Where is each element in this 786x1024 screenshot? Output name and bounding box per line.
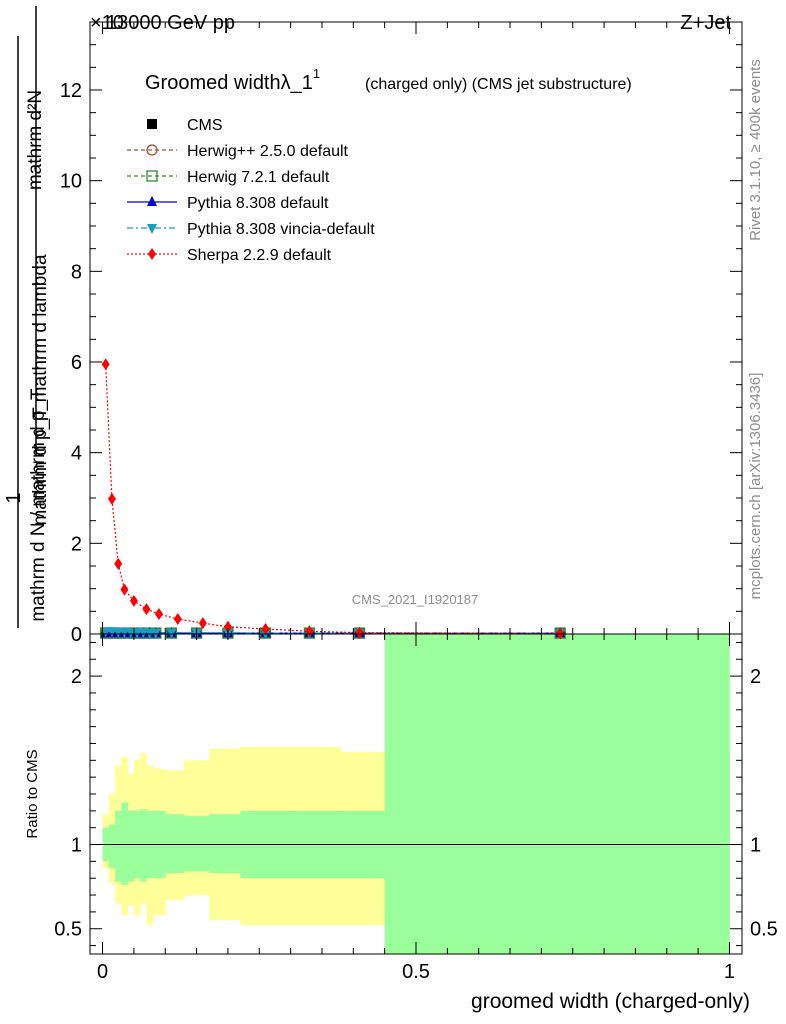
y-tick-label: 8 [71, 261, 82, 283]
ratio-y-tick-label: 1 [71, 835, 82, 857]
y-label-line-3: 1 [3, 492, 25, 503]
ratio-y-tick-label: 0.5 [54, 919, 82, 941]
analysis-watermark: CMS_2021_I1920187 [352, 592, 479, 607]
data-point-s5 [114, 557, 123, 570]
stat-band-bin [384, 634, 730, 954]
data-point-s5 [223, 620, 232, 633]
plot-title: Groomed widthλ_11 [145, 66, 320, 94]
plot-subtitle: (charged only) (CMS jet substructure) [365, 76, 632, 93]
ratio-axis-ticks: 0.5 0.5 1 1 2 2 0 0.5 1 [54, 634, 778, 983]
legend-marker [147, 196, 157, 206]
y-label-line-2: mathrm d p_T mathrm d lambda [30, 254, 51, 525]
data-point-s5 [198, 617, 207, 630]
data-point-s5 [142, 603, 151, 616]
legend-label: Pythia 8.308 vincia-default [187, 221, 375, 238]
stat-band-bin [121, 802, 129, 885]
dataset-label: Z+Jet [680, 12, 731, 34]
data-point-s5 [120, 583, 129, 596]
stat-band-bin [108, 824, 116, 869]
y-tick-label: 10 [60, 171, 82, 193]
process-label: 13000 GeV pp [106, 12, 235, 34]
mcplots-label: mcplots.cern.ch [arXiv:1306.3436] [747, 373, 764, 600]
ratio-bands [102, 634, 730, 954]
data-point-s5 [261, 623, 270, 636]
y-tick-label: 4 [71, 443, 82, 465]
data-point-s4 [100, 627, 111, 638]
x-axis-label: groomed width (charged-only) [471, 990, 750, 1013]
ratio-y-tick-label-right: 0.5 [750, 919, 778, 941]
data-point-s5 [107, 492, 116, 505]
legend-label: Herwig++ 2.5.0 default [187, 143, 349, 160]
x-tick-label: 0.5 [402, 961, 430, 983]
y-tick-label: 6 [71, 352, 82, 374]
legend-label: Pythia 8.308 default [187, 195, 329, 212]
stat-band-bin [115, 810, 122, 882]
legend-marker [146, 144, 158, 156]
ratio-y-tick-label: 2 [71, 666, 82, 688]
stat-band-bin [209, 814, 241, 874]
stat-band-bin [165, 814, 185, 874]
legend-marker [146, 170, 158, 182]
legend-label: CMS [187, 117, 223, 134]
x-tick-label: 0 [97, 961, 108, 983]
main-y-axis-label: mathrm d²N mathrm d p_T mathrm d lambda … [3, 6, 51, 628]
legend-marker [147, 119, 157, 129]
stat-band-bin [184, 815, 210, 872]
plot-title-superscript: 1 [313, 66, 320, 81]
ratio-y-tick-label-right: 2 [750, 666, 761, 688]
stat-band-bin [127, 810, 135, 882]
ratio-y-tick-label-right: 1 [750, 835, 761, 857]
ratio-y-axis-label: Ratio to CMS [24, 749, 41, 838]
rivet-version-label: Rivet 3.1.10, ≥ 400k events [747, 59, 764, 241]
data-point-s5 [101, 358, 110, 371]
multiplier-label: ×10 [90, 12, 124, 34]
main-series [100, 358, 566, 640]
y-tick-label: 2 [71, 533, 82, 555]
data-point-s4 [125, 628, 136, 639]
x-tick-label: 1 [724, 961, 735, 983]
data-point-s5 [173, 613, 182, 626]
y-tick-label: 12 [60, 80, 82, 102]
data-point-s5 [154, 608, 163, 621]
y-label-line-4: mathrm d N / mathrm d p_T [28, 388, 49, 622]
data-point-s4 [132, 628, 143, 639]
plot-title-main: Groomed widthλ_1 [145, 72, 313, 94]
legend-label: Herwig 7.2.1 default [187, 169, 330, 186]
data-point-s5 [355, 626, 364, 639]
legend-marker [147, 224, 157, 234]
data-point-s4 [113, 627, 124, 638]
legend-label: Sherpa 2.2.9 default [187, 247, 332, 264]
stat-band-bin [140, 809, 147, 882]
main-axis-ticks: 0 2 4 6 8 10 12 [60, 22, 742, 646]
y-tick-label: 0 [71, 624, 82, 646]
legend-marker [148, 248, 156, 260]
legend: CMS Herwig++ 2.5.0 default Herwig 7.2.1 de… [127, 117, 375, 264]
data-point-s5 [129, 594, 138, 607]
series-line-4 [105, 630, 561, 634]
